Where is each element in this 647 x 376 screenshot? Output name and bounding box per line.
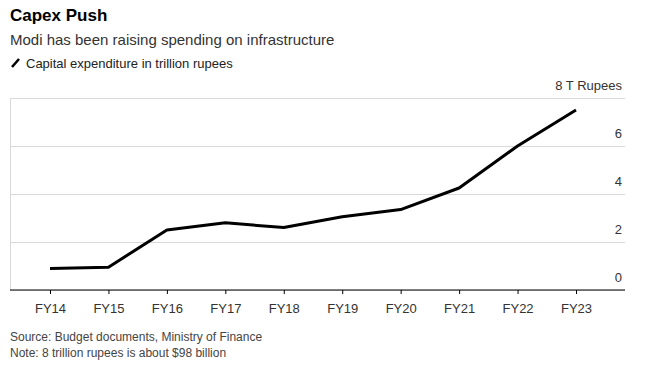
y-axis: 0 2 4 6 8 T Rupees [10,78,625,291]
legend-label: Capital expenditure in trillion rupees [26,56,233,71]
x-tick-mark [518,290,519,294]
x-tick-mark [459,290,460,294]
y-tick-label: 8 T Rupees [555,78,622,93]
grid-line [10,194,625,195]
plot-area [50,110,576,268]
x-tick-label: FY19 [327,301,358,316]
x-tick-mark [342,290,343,294]
grid-line [10,242,625,243]
grid-line [10,290,625,291]
x-tick: FY16 [152,290,183,316]
source: Source: Budget documents, Ministry of Fi… [10,330,262,344]
y-tick: 8 T Rupees [10,78,625,99]
y-tick: 2 [10,222,625,243]
grid-line [10,146,625,147]
note: Note: 8 trillion rupees is about $98 bil… [10,346,226,360]
x-axis-line [10,289,625,290]
x-tick-label: FY20 [386,301,417,316]
x-tick: FY14 [35,290,66,316]
x-tick-label: FY16 [152,301,183,316]
title: Capex Push [10,6,107,25]
x-tick: FY22 [503,290,534,316]
chart: Capex Push Modi has been raising spending… [0,0,647,376]
x-axis: FY14 FY15 FY16 FY17 FY18 FY19 FY20 FY21 FY22 FY23 [10,290,625,316]
x-tick-mark [401,290,402,294]
x-tick: FY17 [210,290,241,316]
x-tick-label: FY23 [561,301,592,316]
x-tick-mark [167,290,168,294]
y-tick-label: 4 [615,174,622,189]
x-tick-label: FY22 [503,301,534,316]
x-tick: FY23 [561,290,592,316]
y-tick: 4 [10,174,625,195]
grid-line [10,98,625,99]
series-line [50,110,576,268]
y-tick-label: 2 [615,222,622,237]
x-tick: FY15 [93,290,124,316]
x-tick-label: FY15 [93,301,124,316]
subtitle: Modi has been raising spending on infras… [10,31,334,48]
x-tick-mark [284,290,285,294]
x-tick: FY21 [444,290,475,316]
x-tick-label: FY18 [269,301,300,316]
legend: Capital expenditure in trillion rupees [12,56,233,71]
x-tick-mark [225,290,226,294]
legend-swatch [12,59,19,67]
x-tick: FY18 [269,290,300,316]
x-tick-mark [50,290,51,294]
y-tick: 0 [10,270,625,291]
y-tick-label: 0 [615,270,622,285]
x-tick: FY19 [327,290,358,316]
x-tick-label: FY14 [35,301,66,316]
y-tick-label: 6 [615,126,622,141]
x-tick-mark [108,290,109,294]
x-tick-label: FY21 [444,301,475,316]
x-tick: FY20 [386,290,417,316]
x-tick-mark [576,290,577,294]
x-tick-label: FY17 [210,301,241,316]
